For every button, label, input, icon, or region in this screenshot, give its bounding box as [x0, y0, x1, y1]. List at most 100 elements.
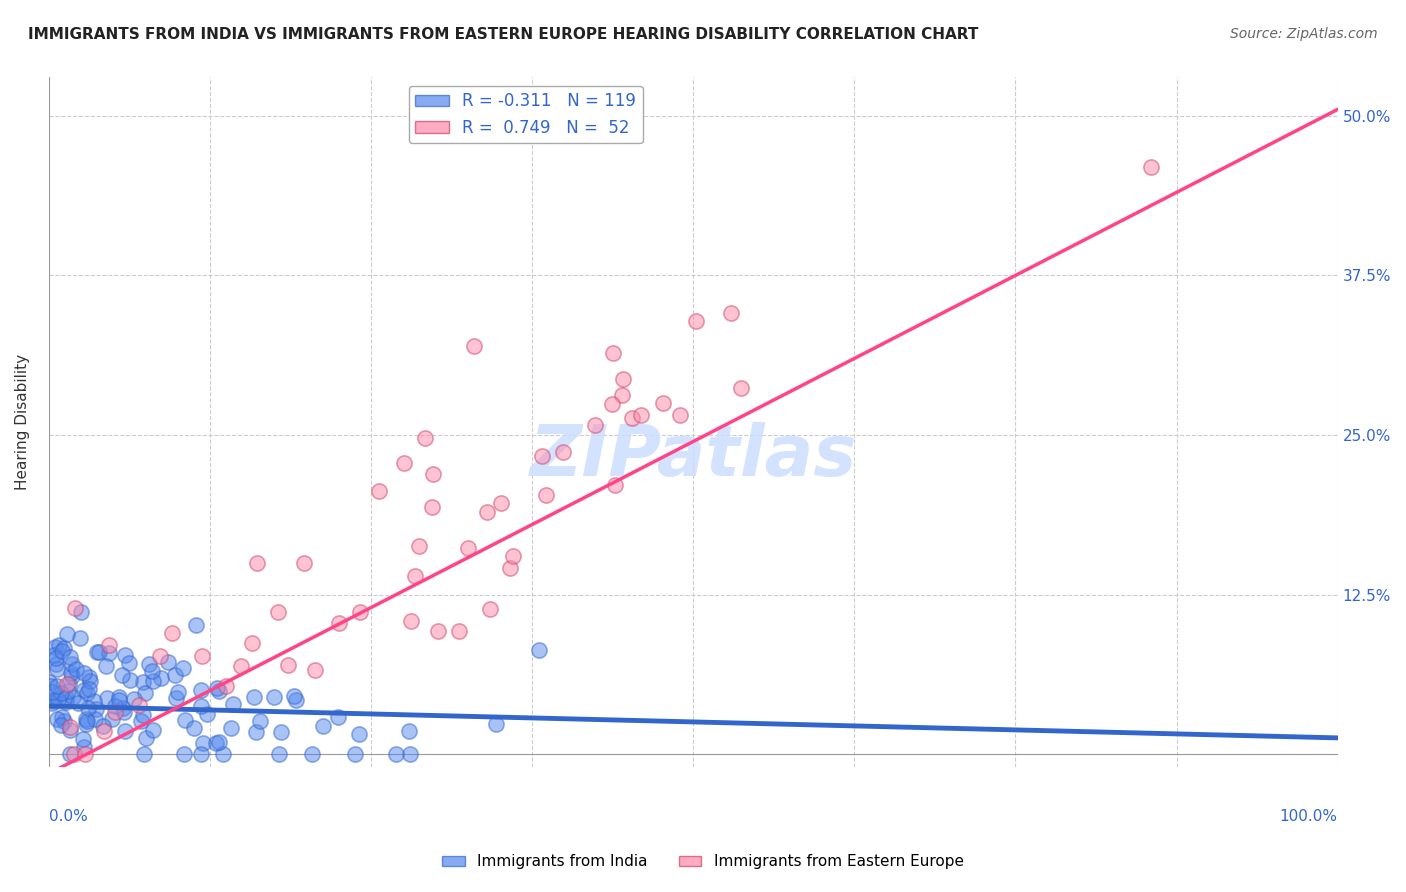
Point [301, 747, 323, 762]
Point [76, 714, 98, 729]
Point [134, 686, 156, 700]
Point [73, 739, 96, 754]
Point [70, 605, 93, 619]
Point [91, 719, 114, 733]
Point [96, 690, 118, 705]
Point [190, 698, 212, 713]
Point [195, 706, 218, 721]
Point [215, 679, 238, 693]
Text: IMMIGRANTS FROM INDIA VS IMMIGRANTS FROM EASTERN EUROPE HEARING DISABILITY CORRE: IMMIGRANTS FROM INDIA VS IMMIGRANTS FROM… [28, 27, 979, 42]
Point [583, 417, 606, 432]
Point [72, 731, 94, 746]
Point [59, 723, 82, 737]
Point [51, 710, 73, 724]
Point [142, 723, 165, 737]
Point [172, 661, 194, 675]
Point [427, 624, 450, 638]
Point [138, 657, 160, 671]
Point [55, 695, 77, 709]
Point [60, 669, 83, 683]
Point [69, 631, 91, 645]
Point [326, 709, 349, 723]
Point [44, 651, 66, 665]
Point [62, 690, 84, 704]
Point [304, 663, 326, 677]
Point [45, 662, 67, 676]
Point [612, 371, 634, 385]
Point [190, 682, 212, 697]
Point [246, 556, 269, 570]
Point [41, 684, 63, 698]
Point [42, 648, 65, 662]
Point [553, 444, 575, 458]
Point [100, 712, 122, 726]
Point [160, 626, 183, 640]
Point [46, 679, 69, 693]
Point [132, 747, 155, 762]
Point [602, 396, 624, 410]
Point [129, 714, 152, 729]
Point [270, 724, 292, 739]
Point [344, 747, 367, 762]
Point [219, 722, 242, 736]
Point [190, 747, 212, 762]
Point [132, 674, 155, 689]
Point [53, 714, 76, 729]
Point [398, 724, 420, 739]
Point [141, 664, 163, 678]
Point [267, 747, 290, 762]
Point [498, 560, 520, 574]
Point [149, 648, 172, 663]
Point [263, 690, 285, 705]
Point [98, 638, 121, 652]
Point [79, 670, 101, 684]
Point [347, 727, 370, 741]
Point [111, 667, 134, 681]
Point [93, 723, 115, 738]
Point [328, 616, 350, 631]
Point [173, 713, 195, 727]
Point [84, 702, 107, 716]
Legend: R = -0.311   N = 119, R =  0.749   N =  52: R = -0.311 N = 119, R = 0.749 N = 52 [409, 86, 643, 144]
Point [108, 690, 131, 704]
Point [720, 306, 742, 320]
Point [685, 314, 707, 328]
Point [46, 693, 69, 707]
Point [60, 657, 83, 671]
Point [186, 618, 208, 632]
Point [420, 500, 443, 515]
Point [53, 641, 76, 656]
Point [399, 747, 422, 762]
Text: 100.0%: 100.0% [1279, 809, 1337, 823]
Point [283, 689, 305, 703]
Point [536, 488, 558, 502]
Point [73, 665, 96, 680]
Point [97, 646, 120, 660]
Point [527, 642, 550, 657]
Point [51, 718, 73, 732]
Point [51, 643, 73, 657]
Point [668, 408, 690, 422]
Point [183, 721, 205, 735]
Point [602, 346, 624, 360]
Point [1139, 160, 1161, 174]
Legend: Immigrants from India, Immigrants from Eastern Europe: Immigrants from India, Immigrants from E… [436, 848, 970, 875]
Point [730, 381, 752, 395]
Y-axis label: Hearing Disability: Hearing Disability [15, 354, 30, 491]
Point [60, 666, 83, 681]
Point [652, 396, 675, 410]
Point [630, 409, 652, 423]
Point [65, 662, 87, 676]
Point [65, 601, 87, 615]
Point [39, 693, 62, 707]
Point [131, 708, 153, 723]
Point [229, 658, 252, 673]
Point [55, 691, 77, 706]
Point [67, 696, 90, 710]
Point [447, 624, 470, 638]
Point [531, 449, 554, 463]
Point [76, 701, 98, 715]
Point [212, 747, 235, 762]
Point [349, 605, 371, 619]
Text: Source: ZipAtlas.com: Source: ZipAtlas.com [1230, 27, 1378, 41]
